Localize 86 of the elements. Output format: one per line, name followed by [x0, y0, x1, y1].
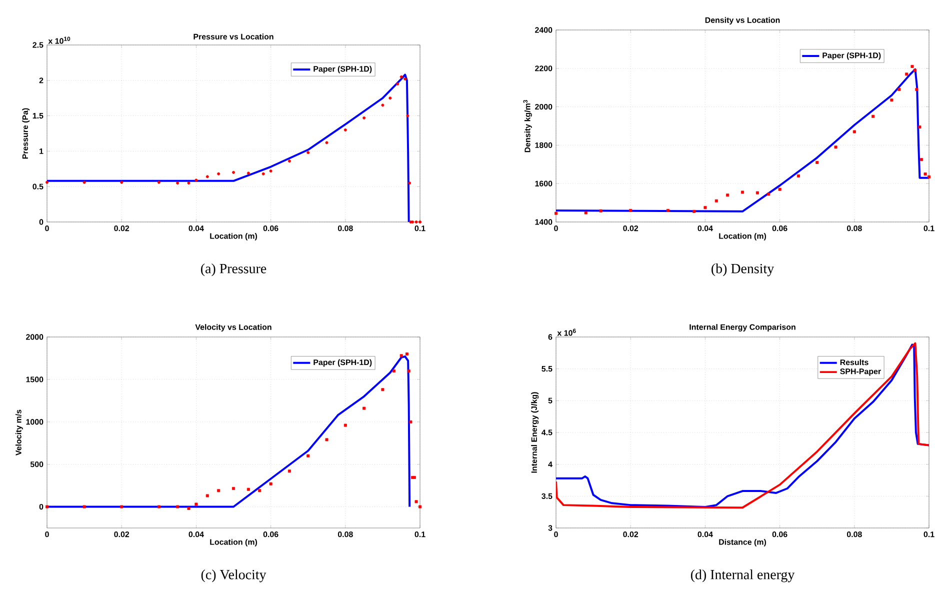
point	[269, 170, 272, 173]
point	[46, 180, 49, 184]
point	[767, 192, 770, 196]
point	[408, 182, 412, 185]
point	[418, 220, 422, 224]
point	[599, 209, 602, 212]
point	[246, 488, 250, 491]
point	[918, 125, 922, 128]
text: (d) Internal energy	[690, 569, 795, 582]
point	[46, 505, 49, 508]
text: (c) Velocity	[201, 569, 266, 582]
text: (a) Pressure	[201, 263, 266, 276]
point	[692, 210, 696, 213]
point	[306, 151, 310, 154]
point	[269, 482, 272, 486]
point	[928, 175, 931, 178]
point	[232, 170, 236, 174]
point	[344, 128, 347, 132]
point	[194, 502, 198, 506]
point	[392, 369, 396, 372]
point	[288, 470, 291, 473]
point	[741, 190, 744, 194]
point	[704, 206, 707, 210]
point	[217, 172, 220, 176]
point	[400, 75, 403, 78]
point	[920, 158, 924, 162]
point	[816, 160, 819, 164]
point	[414, 220, 418, 224]
point	[344, 424, 347, 427]
point	[756, 191, 759, 194]
point	[406, 114, 410, 118]
point	[82, 505, 86, 508]
point	[898, 88, 901, 92]
point	[82, 180, 86, 184]
point	[325, 438, 328, 442]
point	[288, 160, 291, 163]
point	[176, 505, 180, 508]
point	[217, 489, 220, 492]
point	[910, 64, 914, 68]
point	[262, 172, 265, 176]
point	[246, 172, 250, 175]
point	[400, 354, 403, 358]
point	[362, 406, 366, 410]
point	[409, 420, 412, 424]
point	[381, 104, 384, 107]
point	[872, 114, 875, 118]
point	[176, 182, 180, 185]
point	[362, 116, 366, 120]
point	[915, 88, 918, 92]
point	[796, 174, 800, 178]
text: (b) Density	[712, 263, 774, 276]
point	[905, 72, 908, 76]
point	[187, 506, 190, 510]
point	[913, 68, 916, 72]
point	[554, 212, 558, 215]
point	[890, 98, 894, 102]
point	[120, 505, 124, 508]
point	[194, 178, 198, 182]
point	[157, 505, 160, 508]
point	[306, 454, 310, 458]
point	[381, 388, 384, 392]
point	[407, 369, 410, 372]
point	[325, 141, 328, 144]
point	[404, 77, 407, 80]
point	[187, 182, 190, 185]
point	[206, 175, 209, 178]
point	[120, 180, 124, 184]
point	[414, 500, 418, 504]
point	[418, 505, 422, 508]
point	[258, 489, 262, 492]
point	[852, 130, 856, 134]
point	[405, 352, 408, 356]
point	[396, 82, 400, 86]
point	[924, 172, 927, 176]
point	[157, 180, 160, 184]
point	[232, 487, 236, 490]
point	[388, 96, 392, 100]
line-series	[556, 68, 930, 212]
point	[778, 188, 782, 191]
point	[666, 208, 670, 212]
point	[726, 194, 730, 197]
point	[629, 208, 632, 212]
point	[714, 199, 718, 202]
point	[834, 146, 838, 149]
point	[584, 211, 588, 214]
point	[206, 494, 209, 498]
